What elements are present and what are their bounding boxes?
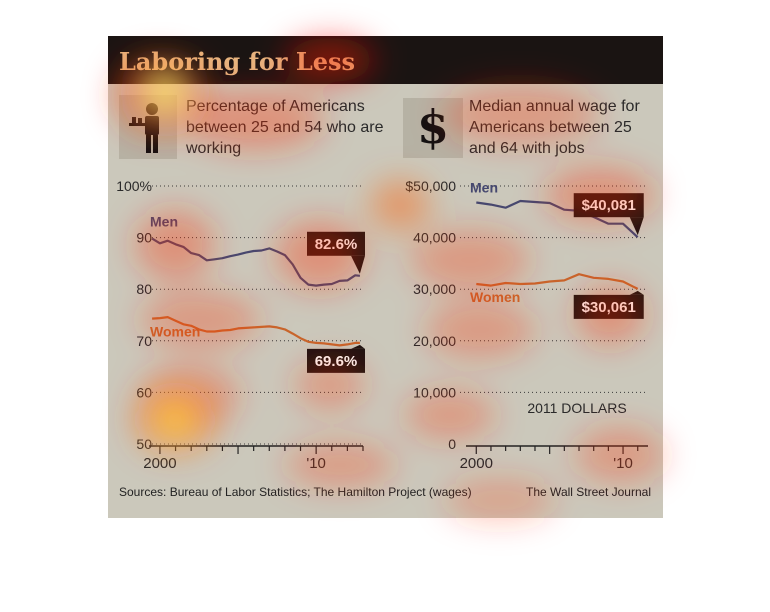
x-tick-label: '10 <box>613 455 633 472</box>
infographic-card: Laboring for Less Percentage of American… <box>108 36 663 518</box>
y-tick-label: 80 <box>136 281 152 297</box>
y-tick-label: $50,000 <box>405 178 456 194</box>
series-label-women: Women <box>470 289 520 305</box>
callout-value-men: $40,081 <box>582 197 636 214</box>
y-tick-label: 60 <box>136 384 152 400</box>
units-annotation: 2011 DOLLARS <box>527 400 626 416</box>
chart-title: Laboring for Less <box>119 47 356 76</box>
y-tick-label: 10,000 <box>413 384 456 400</box>
y-tick-label: 20,000 <box>413 333 456 349</box>
series-label-men: Men <box>470 180 498 196</box>
x-tick-label: '10 <box>306 455 326 472</box>
callout-pointer <box>629 290 644 295</box>
waiter-icon <box>119 95 177 159</box>
callout-pointer <box>351 255 365 274</box>
y-tick-label: 40,000 <box>413 230 456 246</box>
y-tick-label: 90 <box>136 230 152 246</box>
dollar-glyph: $ <box>416 100 449 154</box>
x-tick-label: 2000 <box>460 455 493 472</box>
left-chart-heading: Percentage of Americans between 25 and 5… <box>186 98 384 157</box>
y-tick-label: 100% <box>116 178 152 194</box>
series-line-women <box>476 273 639 290</box>
source-note: Sources: Bureau of Labor Statistics; The… <box>119 485 472 499</box>
callout-value-women: 69.6% <box>315 353 358 370</box>
right-chart-heading: Median annual wage for Americans between… <box>469 98 640 157</box>
dollar-sign-icon: $ <box>403 98 463 158</box>
y-tick-label: 30,000 <box>413 281 456 297</box>
title-bar: Laboring for Less <box>108 36 663 84</box>
callout-value-men: 82.6% <box>315 236 358 253</box>
series-label-women: Women <box>150 324 200 340</box>
callout-value-women: $30,061 <box>582 299 636 316</box>
publisher-credit: The Wall Street Journal <box>526 485 651 499</box>
y-tick-label: 0 <box>448 436 456 452</box>
x-tick-label: 2000 <box>143 455 176 472</box>
y-tick-label: 50 <box>136 436 152 452</box>
callout-pointer <box>351 344 365 349</box>
series-label-men: Men <box>150 214 178 230</box>
